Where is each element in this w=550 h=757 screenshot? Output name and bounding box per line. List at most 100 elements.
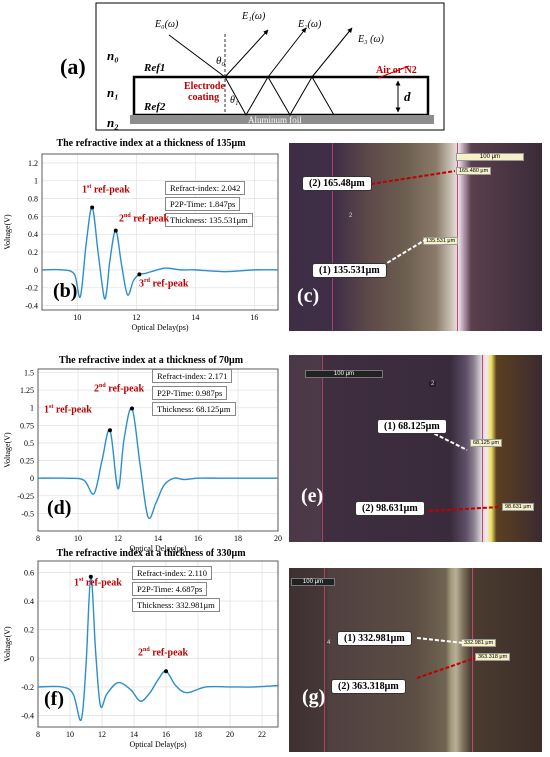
peak-label-2: 2nd ref-peak <box>119 213 170 225</box>
y-tick-label: 0.5 <box>24 439 34 448</box>
plot-frame <box>37 560 279 728</box>
diagram-frame <box>95 2 445 131</box>
signal-line <box>41 206 279 300</box>
signal-line <box>37 407 278 520</box>
info-p2p-time-f: P2P-Time: 4.687ps <box>132 582 208 596</box>
y-axis-label: Voltage(V) <box>3 626 12 662</box>
y-tick-label: 0 <box>30 474 34 483</box>
peak-label-1: 1st ref-peak <box>82 184 130 196</box>
y-axis-label: Voltage(V) <box>3 214 12 250</box>
y-tick-label: 0.8 <box>28 195 38 204</box>
peak-label-d-2: 2nd ref-peak <box>94 383 145 395</box>
scale-bar: 100 μm <box>291 578 335 586</box>
y-tick-label: 0.75 <box>20 421 34 430</box>
layer-marker: 2 <box>429 381 437 387</box>
x-tick-label: 8 <box>36 730 40 739</box>
info-refract-index: Refract-index: 2.042 <box>165 181 246 195</box>
layer-marker: 4 <box>327 640 331 646</box>
air-arrow <box>377 65 410 79</box>
x-tick-label: 12 <box>98 730 106 739</box>
info-p2p-time: P2P-Time: 1.847ps <box>165 197 241 211</box>
y-axis-label: Voltage(V) <box>3 432 12 468</box>
coating-label: coating <box>188 92 219 103</box>
x-tick-label: 16 <box>250 313 258 322</box>
aluminum-foil-layer <box>130 115 434 124</box>
x-tick-label: 20 <box>226 730 234 739</box>
reflected-ray-e1 <box>224 29 269 78</box>
x-axis-label: Optical Delay(ps) <box>129 544 186 553</box>
callout-2-c: (1) 135.531μm <box>312 263 387 278</box>
field-label-e1: E₁(ω) <box>241 11 266 22</box>
y-tick-label: 1.2 <box>28 159 38 168</box>
callout-2-g: (2) 363.318μm <box>331 679 406 694</box>
coating-edge-line <box>332 143 333 331</box>
plot-frame <box>41 153 279 311</box>
electrode-label: Electrode <box>184 81 225 92</box>
peak-marker <box>90 205 95 210</box>
panel-b-letter: (b) <box>53 280 78 302</box>
arrow-red-c <box>370 170 456 185</box>
ref2-label: Ref2 <box>143 101 166 113</box>
info-refract-index-f: Refract-index: 2.110 <box>132 566 213 580</box>
micrograph-g: 100 μm 332.981 μm 363.318 μm 4 (1) 332.9… <box>289 568 542 752</box>
foil-label: Aluminum foil <box>248 115 302 125</box>
schematic-diagram: (a) E₀(ω) E₁(ω) E₂(ω) E₃ (ω) n₀ n₁ n₂ Re… <box>60 2 445 131</box>
arrow-white-g <box>416 637 465 644</box>
scale-bar: 100 μm <box>456 153 524 161</box>
x-tick-label: 22 <box>258 730 266 739</box>
coating-edge-line-2 <box>472 568 473 752</box>
x-tick-label: 8 <box>36 534 40 543</box>
micrograph-e: 100 μm 68.125 μm 98.631 μm 2 (1) 68.125μ… <box>289 355 542 542</box>
index-label-n1: n₁ <box>107 85 119 100</box>
x-tick-label: 10 <box>74 534 82 543</box>
index-label-n0: n₀ <box>107 48 119 63</box>
arrow-red-g <box>416 657 476 679</box>
y-tick-label: -0.4 <box>21 712 34 721</box>
thickness-label-d: d <box>404 89 411 104</box>
incident-ray <box>168 34 226 78</box>
x-tick-label: 14 <box>130 730 138 739</box>
callout-2-e: (2) 98.631μm <box>355 501 425 516</box>
chart-panel-b: 10 12 14 16 -0.4 -0.2 0 0.2 0.4 0.6 0.8 1 1.2 Optical… <box>3 153 279 332</box>
x-tick-label: 14 <box>154 534 162 543</box>
signal-line <box>37 576 279 722</box>
y-tick-label: -0.4 <box>25 302 38 311</box>
y-tick-label: -0.2 <box>25 284 38 293</box>
x-axis-label: Optical Delay(ps) <box>129 740 186 749</box>
coating-layer <box>132 75 430 117</box>
x-axis-label: Optical Delay(ps) <box>131 323 188 332</box>
panel-f-title: The refractive index at a thickness of 3… <box>56 548 246 559</box>
panel-g-letter: (g) <box>302 686 326 708</box>
panel-f-letter: (f) <box>44 688 64 710</box>
measure-label-2: 98.631 μm <box>502 503 535 511</box>
arrow-red-e <box>428 506 500 512</box>
y-tick-label: 1 <box>34 177 38 186</box>
scale-bar: 100 μm <box>305 370 383 378</box>
y-tick-label: 0.4 <box>28 230 38 239</box>
chart-panel-f: 8 10 12 14 16 18 20 22 -0.4 -0.2 0 0.2 0.4 0.6 Optical… <box>3 560 279 749</box>
peak-label-f-1: 1st ref-peak <box>74 577 122 589</box>
field-label-e2: E₂(ω) <box>297 19 322 30</box>
diagram-label-a: (a) <box>60 54 86 79</box>
x-tick-label: 20 <box>274 534 282 543</box>
y-tick-label: 0 <box>34 266 38 275</box>
y-tick-label: 0 <box>30 654 34 663</box>
x-tick-label: 18 <box>234 534 242 543</box>
x-tick-label: 18 <box>194 730 202 739</box>
field-label-e0: E₀(ω) <box>154 19 179 30</box>
y-tick-label: 0.25 <box>20 457 34 466</box>
y-tick-label: 1.5 <box>24 369 34 378</box>
panel-d-letter: (d) <box>47 497 72 519</box>
x-tick-label: 10 <box>73 313 81 322</box>
x-tick-label: 10 <box>66 730 74 739</box>
x-tick-label: 16 <box>194 534 202 543</box>
measure-label-1: 68.125 μm <box>470 439 503 447</box>
field-label-e3: E₃ (ω) <box>357 34 384 45</box>
callout-1-g: (1) 332.981μm <box>337 631 412 646</box>
peak-label-d-1: 1st ref-peak <box>44 404 92 416</box>
y-tick-label: 0.2 <box>28 248 38 257</box>
index-label-n2: n₂ <box>107 115 119 130</box>
peak-marker <box>164 669 168 674</box>
panel-b-title: The refractive index at a thickness of 1… <box>56 138 246 149</box>
y-tick-label: -0.5 <box>21 509 34 518</box>
